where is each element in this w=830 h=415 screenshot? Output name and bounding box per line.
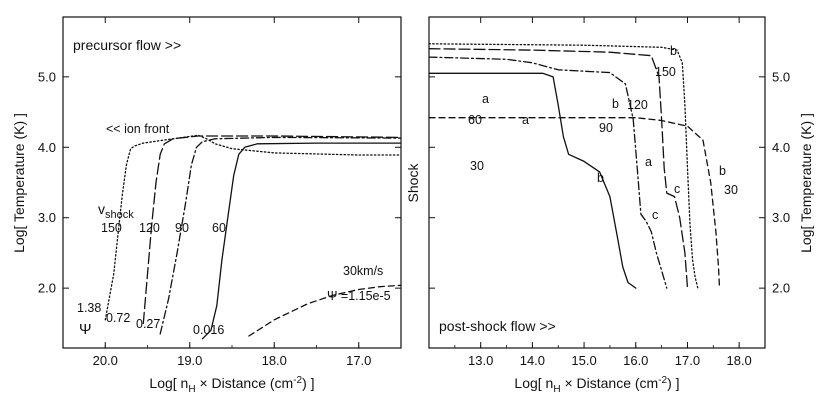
left-series-line-solid: [201, 142, 402, 340]
left-x-axis-label: Log[ nH × Distance (cm-2) ]: [149, 375, 314, 395]
y-tick-label: 2.0: [38, 281, 56, 296]
left-series-line-dash-dot: [159, 136, 402, 335]
right-panel: 13.0 14.0 15.0 16.0 17.0 18.0 2.0 3.0 4.0 5.0 pos…: [405, 16, 814, 395]
x-tick-label: 13.0: [468, 353, 493, 368]
x-axis-label-part: × Distance (cm: [196, 375, 294, 391]
psi-label-1.38: 1.38: [77, 301, 101, 315]
psi-label-30kms: Ψ =1.15e-5: [327, 289, 391, 303]
right-series-line-dotted: [428, 43, 699, 289]
right-label-a-mid: a: [522, 113, 529, 127]
right-label-a-top: a: [482, 92, 489, 106]
right-shock-label: Shock: [405, 163, 421, 203]
left-y-axis-label-text: Log[ Temperature (K) ]: [11, 113, 27, 253]
x-tick-label: 17.0: [675, 353, 700, 368]
right-series-line-solid: [428, 72, 637, 289]
right-series-line-long-dash: [428, 48, 689, 289]
speed-label-120: 120: [139, 221, 160, 235]
right-series-line-dash-dot: [428, 56, 668, 289]
right-series-group: [428, 43, 721, 289]
ion-front-label: << ion front: [106, 122, 170, 136]
right-label-b-solid: b: [597, 171, 604, 185]
psi-symbol-label: Ψ: [79, 321, 92, 338]
x-axis-label-part: ) ]: [302, 375, 314, 391]
x-tick-label: 18.0: [262, 353, 287, 368]
x-tick-label: 16.0: [623, 353, 648, 368]
right-speed-150: 150: [655, 65, 676, 79]
x-axis-label-part: Log[ n: [149, 375, 188, 391]
right-ticks: 13.0 14.0 15.0 16.0 17.0 18.0 2.0 3.0 4.0 5.0: [428, 17, 790, 368]
vshock-sub: shock: [105, 209, 134, 221]
psi-label-0.72: 0.72: [106, 311, 130, 325]
y-tick-label: 3.0: [38, 210, 56, 225]
x-tick-label: 14.0: [520, 353, 545, 368]
vshock-label: vshock: [98, 201, 134, 221]
speed-label-60: 60: [212, 221, 226, 235]
right-speed-30: 30: [470, 159, 484, 173]
x-tick-label: 19.0: [177, 353, 202, 368]
right-series-line-dashed: [428, 117, 721, 289]
left-y-axis-label: Log[ Temperature (K) ]: [11, 113, 27, 253]
y-tick-label: 2.0: [772, 281, 790, 296]
right-label-c-longdash: c: [674, 182, 680, 196]
right-label-c-dashdot: c: [652, 208, 658, 222]
right-speed-90: 90: [599, 121, 613, 135]
x-tick-label: 20.0: [93, 353, 118, 368]
left-series-line-dashed: [248, 284, 402, 337]
vshock-main: v: [98, 201, 105, 217]
y-tick-label: 4.0: [772, 140, 790, 155]
x-axis-label-part: × Distance (cm: [561, 375, 659, 391]
right-speed-60: 60: [468, 113, 482, 127]
y-tick-label: 5.0: [38, 69, 56, 84]
x-axis-label-part: -2: [658, 375, 667, 386]
psi-label-0.27: 0.27: [136, 317, 160, 331]
left-panel: 20.0 19.0 18.0 17.0 2.0 3.0 4.0 5.0 precursor f…: [11, 16, 402, 395]
x-axis-label-part: Log[ n: [514, 375, 553, 391]
left-precursor-flow-label: precursor flow >>: [73, 37, 181, 53]
right-label-b-120: b: [612, 97, 619, 111]
post-shock-flow-label: post-shock flow >>: [439, 318, 556, 334]
right-label-a-dashed: a: [645, 155, 652, 169]
speed-label-90: 90: [175, 221, 189, 235]
left-series-line-dotted: [104, 134, 402, 321]
psi-label-0.016: 0.016: [193, 323, 224, 337]
x-axis-label-part: -2: [293, 375, 302, 386]
right-y-axis-label: Log[ Temperature (K) ]: [798, 113, 814, 253]
speed-label-150: 150: [101, 221, 122, 235]
x-axis-label-part: ) ]: [667, 375, 679, 391]
speed-label-30kms: 30km/s: [343, 264, 383, 278]
right-speed-30-end: 30: [724, 183, 738, 197]
right-speed-120: 120: [627, 98, 648, 112]
y-tick-label: 4.0: [38, 140, 56, 155]
left-series-group: [104, 134, 402, 340]
y-tick-label: 3.0: [772, 210, 790, 225]
x-tick-label: 17.0: [346, 353, 371, 368]
x-tick-label: 15.0: [571, 353, 596, 368]
right-plot-frame: [428, 16, 766, 349]
right-x-axis-label: Log[ nH × Distance (cm-2) ]: [514, 375, 679, 395]
right-label-b-30: b: [719, 164, 726, 178]
y-tick-label: 5.0: [772, 69, 790, 84]
x-tick-label: 18.0: [726, 353, 751, 368]
left-series-line-long-dash: [142, 135, 402, 325]
x-axis-label-part: H: [188, 384, 195, 395]
left-ticks: 20.0 19.0 18.0 17.0 2.0 3.0 4.0 5.0: [38, 17, 402, 368]
x-axis-label-part: H: [553, 384, 560, 395]
right-label-b-150: b: [670, 44, 677, 58]
